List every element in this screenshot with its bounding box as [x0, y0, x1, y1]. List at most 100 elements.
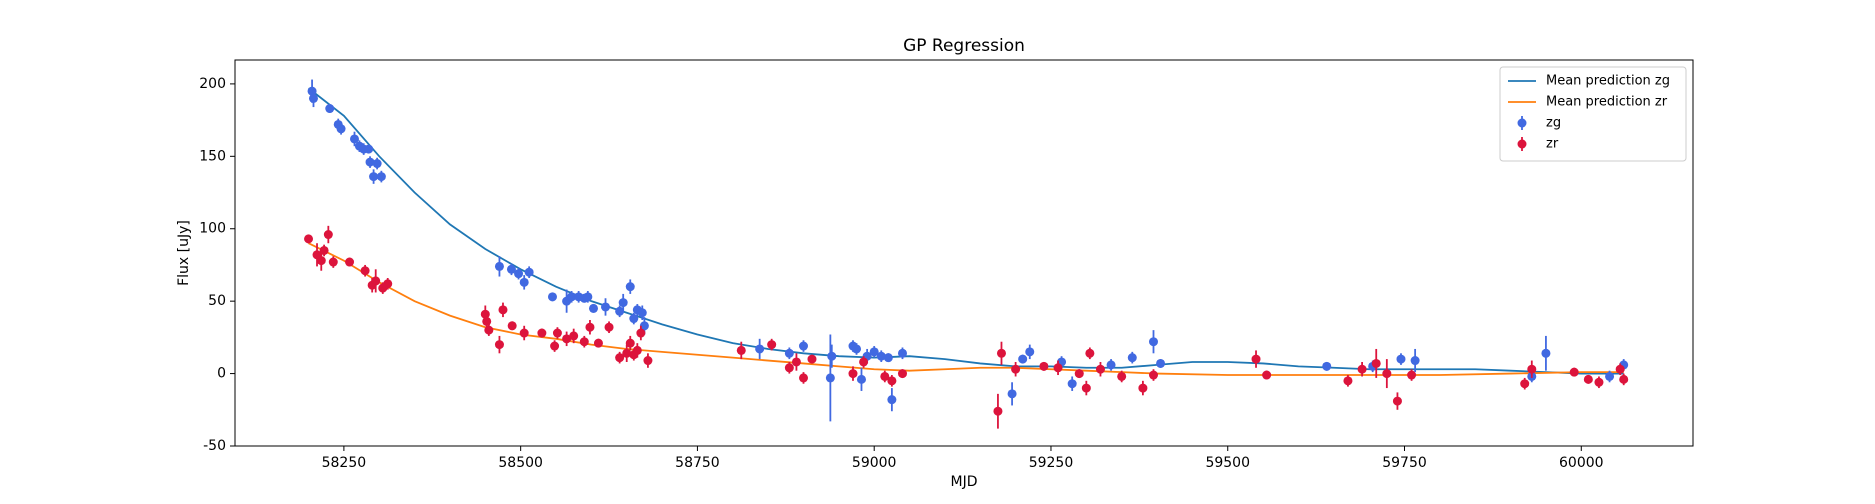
data-point — [364, 144, 374, 154]
data-point — [319, 245, 329, 255]
x-tick-label: 58750 — [675, 455, 720, 471]
x-tick-label: 59250 — [1029, 455, 1074, 471]
data-point — [583, 292, 593, 302]
data-point — [1039, 361, 1049, 371]
legend-label: zg — [1546, 116, 1561, 131]
data-point — [365, 157, 375, 167]
data-point — [632, 345, 642, 355]
data-point — [848, 369, 858, 379]
data-point — [1605, 371, 1615, 381]
data-point — [1615, 364, 1625, 374]
data-point — [1520, 379, 1530, 389]
y-tick-label: 50 — [208, 293, 226, 309]
data-point — [1410, 356, 1420, 366]
data-point — [1085, 348, 1095, 358]
legend-box — [1499, 66, 1687, 162]
data-point — [856, 374, 866, 384]
data-point — [625, 338, 635, 348]
data-point — [637, 308, 647, 318]
data-point — [304, 234, 314, 244]
data-point — [585, 322, 595, 332]
data-point — [349, 134, 359, 144]
data-point — [869, 347, 879, 357]
data-point — [639, 321, 649, 331]
data-point — [807, 354, 817, 364]
data-point — [755, 344, 765, 354]
data-point — [1594, 377, 1604, 387]
data-point — [643, 356, 653, 366]
data-point — [604, 322, 614, 332]
data-point — [507, 321, 517, 331]
x-tick-label: 58500 — [498, 455, 543, 471]
legend-marker — [1517, 139, 1527, 149]
data-point — [484, 325, 494, 335]
data-point — [897, 348, 907, 358]
data-point — [1106, 360, 1116, 370]
data-point — [482, 316, 492, 326]
data-point — [622, 348, 632, 358]
data-point — [1117, 371, 1127, 381]
data-point — [798, 373, 808, 383]
data-point — [514, 269, 524, 279]
data-point — [506, 264, 516, 274]
data-point — [498, 305, 508, 315]
plot-frame — [234, 59, 1694, 447]
data-point — [629, 314, 639, 324]
data-point — [316, 256, 326, 266]
y-tick-label: 0 — [217, 366, 226, 382]
data-point — [798, 341, 808, 351]
data-point — [371, 276, 381, 286]
data-point — [328, 257, 338, 267]
data-point — [827, 351, 837, 361]
data-point — [336, 124, 346, 134]
data-point — [372, 159, 382, 169]
data-point — [494, 261, 504, 271]
data-point — [887, 395, 897, 405]
data-point — [1007, 389, 1017, 399]
data-point — [1081, 383, 1091, 393]
data-point — [1343, 376, 1353, 386]
data-point — [1067, 379, 1077, 389]
data-point — [1569, 367, 1579, 377]
x-axis-label: MJD — [951, 474, 978, 490]
data-point — [615, 353, 625, 363]
data-point — [993, 406, 1003, 416]
y-tick-label: -50 — [203, 438, 226, 454]
data-point — [1018, 354, 1028, 364]
data-point — [736, 345, 746, 355]
data-point — [601, 302, 611, 312]
data-point — [1074, 369, 1084, 379]
data-point — [1527, 364, 1537, 374]
data-point — [615, 306, 625, 316]
data-point — [876, 351, 886, 361]
x-tick-label: 59500 — [1205, 455, 1250, 471]
legend-label: Mean prediction zg — [1546, 74, 1670, 89]
data-point — [1262, 370, 1272, 380]
data-point — [550, 341, 560, 351]
chart-title: GP Regression — [903, 36, 1025, 56]
x-tick-label: 60000 — [1559, 455, 1604, 471]
data-point — [376, 172, 386, 182]
data-point — [1382, 369, 1392, 379]
data-point — [883, 353, 893, 363]
data-point — [519, 277, 529, 287]
data-point — [345, 257, 355, 267]
data-point — [767, 340, 777, 350]
data-point — [1025, 347, 1035, 357]
data-point — [1011, 364, 1021, 374]
data-point — [636, 328, 646, 338]
y-tick-label: 200 — [199, 76, 226, 92]
data-point — [1156, 358, 1166, 368]
data-point — [1251, 354, 1261, 364]
y-tick-label: 100 — [199, 221, 226, 237]
data-point — [996, 348, 1006, 358]
x-tick-label: 58250 — [322, 455, 367, 471]
data-point — [1322, 361, 1332, 371]
y-tick-label: 150 — [199, 148, 226, 164]
data-point — [369, 172, 379, 182]
data-point — [360, 266, 370, 276]
legend-marker — [1517, 118, 1527, 128]
data-point — [1148, 337, 1158, 347]
data-point — [880, 371, 890, 381]
data-point — [784, 348, 794, 358]
